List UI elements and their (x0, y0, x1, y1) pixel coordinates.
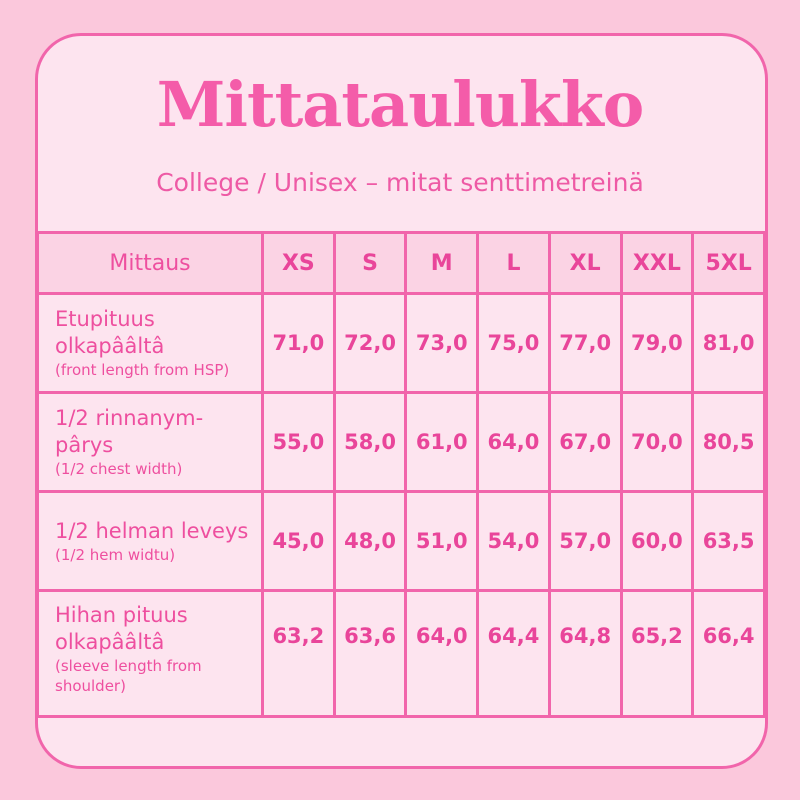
measurement-label: 1/2 helman leveys (1/2 hem widtu) (36, 490, 264, 592)
size-table: Mittaus XS S M L XL XXL 5XL Etupituus olkapââlt… (36, 231, 766, 718)
size-value: 63,5 (691, 490, 766, 592)
size-value: 60,0 (619, 490, 695, 592)
page-title: Mittataulukko (156, 68, 644, 141)
size-value: 79,0 (619, 292, 695, 394)
measurement-label: 1/2 rinnanym-pârys (1/2 chest width) (36, 391, 264, 493)
size-value: 81,0 (691, 292, 766, 394)
column-header: Mittaus (36, 231, 264, 295)
size-value: 70,0 (619, 391, 695, 493)
size-value: 72,0 (332, 292, 408, 394)
measurement-label: Etupituus olkapââltâ (front length from H… (36, 292, 264, 394)
size-value: 58,0 (332, 391, 408, 493)
size-value: 80,5 (691, 391, 766, 493)
size-value: 57,0 (547, 490, 623, 592)
size-value: 77,0 (547, 292, 623, 394)
label-fi: 1/2 helman leveys (55, 518, 249, 543)
label-en: (sleeve length from shoulder) (55, 657, 202, 695)
size-value: 64,0 (476, 391, 551, 493)
size-value: 67,0 (547, 391, 623, 493)
label-en: (1/2 hem widtu) (55, 545, 176, 564)
size-value: 64,8 (547, 589, 623, 718)
column-header: M (404, 231, 480, 295)
column-header: XXL (619, 231, 695, 295)
size-value: 66,4 (691, 589, 766, 718)
column-header: L (476, 231, 551, 295)
table-row: Hihan pituus olkapââltâ (sleeve length fr… (36, 589, 766, 718)
table-row: 1/2 helman leveys (1/2 hem widtu) 45,0 48,0… (36, 490, 766, 592)
size-value: 45,0 (261, 490, 336, 592)
size-value: 64,0 (404, 589, 480, 718)
header-row: Mittaus XS S M L XL XXL 5XL (36, 231, 766, 295)
label-en: (1/2 chest width) (55, 460, 183, 478)
size-value: 63,6 (332, 589, 408, 718)
size-value: 51,0 (404, 490, 480, 592)
table-row: 1/2 rinnanym-pârys (1/2 chest width) 55,0 5… (36, 391, 766, 493)
size-value: 48,0 (332, 490, 408, 592)
column-header: 5XL (691, 231, 766, 295)
size-value: 54,0 (476, 490, 551, 592)
measurement-label: Hihan pituus olkapââltâ (sleeve length fr… (36, 589, 264, 718)
label-fi: Hihan pituus olkapââltâ (55, 603, 188, 654)
column-header: XL (547, 231, 623, 295)
label-fi: Etupituus olkapââltâ (55, 307, 165, 358)
size-value: 63,2 (261, 589, 336, 718)
column-header: XS (261, 231, 336, 295)
column-header: S (332, 231, 408, 295)
subtitle: College / Unisex – mitat senttimetreinä (156, 168, 644, 197)
size-value: 73,0 (404, 292, 480, 394)
label-en: (front length from HSP) (55, 361, 230, 379)
size-value: 75,0 (476, 292, 551, 394)
table-row: Etupituus olkapââltâ (front length from H… (36, 292, 766, 394)
label-fi: 1/2 rinnanym-pârys (55, 406, 204, 457)
size-value: 64,4 (476, 589, 551, 718)
size-value: 71,0 (261, 292, 336, 394)
size-value: 55,0 (261, 391, 336, 493)
size-value: 65,2 (619, 589, 695, 718)
size-value: 61,0 (404, 391, 480, 493)
